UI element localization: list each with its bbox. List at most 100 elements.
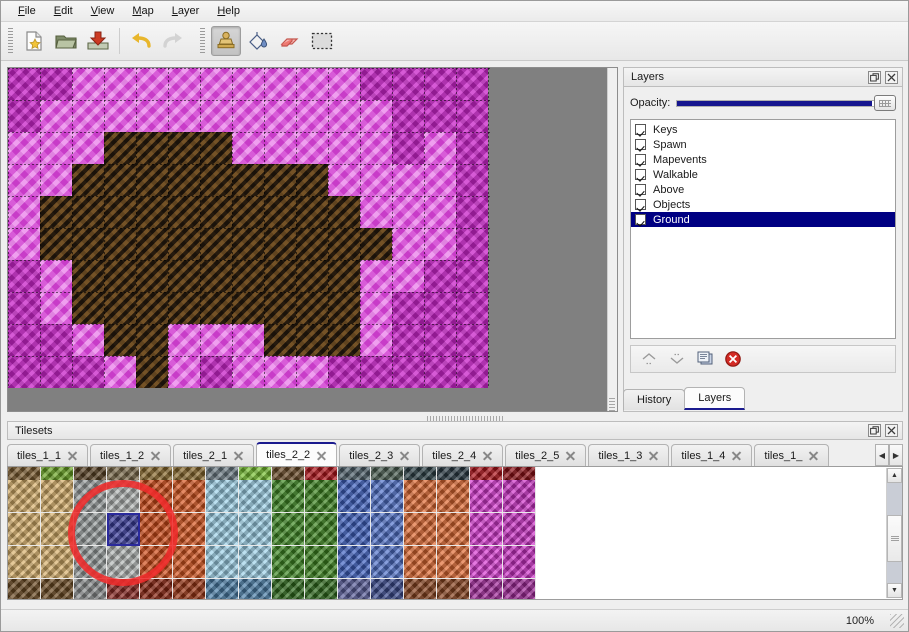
map-tile[interactable]	[8, 324, 40, 356]
map-tile[interactable]	[104, 292, 136, 324]
layer-list-item[interactable]: Walkable	[631, 167, 895, 182]
float-icon[interactable]	[868, 424, 881, 437]
map-tile[interactable]	[8, 164, 40, 196]
map-tile[interactable]	[200, 260, 232, 292]
tileset-tile[interactable]	[74, 467, 107, 481]
tileset-tile[interactable]	[272, 546, 305, 579]
layer-visibility-checkbox[interactable]	[635, 124, 646, 135]
map-tile[interactable]	[40, 356, 72, 388]
map-tile[interactable]	[40, 132, 72, 164]
map-tile[interactable]	[360, 228, 392, 260]
map-tile[interactable]	[72, 324, 104, 356]
tileset-tab[interactable]: tiles_2_3	[339, 444, 421, 466]
tileset-tile[interactable]	[503, 480, 536, 513]
map-tile[interactable]	[40, 68, 72, 100]
map-tile[interactable]	[424, 324, 456, 356]
map-tile[interactable]	[104, 228, 136, 260]
tileset-tab[interactable]: tiles_2_4	[422, 444, 504, 466]
map-tile[interactable]	[200, 196, 232, 228]
tileset-tile[interactable]	[8, 467, 41, 481]
map-tile[interactable]	[424, 356, 456, 388]
map-tile[interactable]	[456, 356, 488, 388]
close-icon[interactable]	[482, 450, 493, 461]
map-tile[interactable]	[232, 100, 264, 132]
map-tile[interactable]	[72, 292, 104, 324]
map-tile[interactable]	[360, 132, 392, 164]
map-tile[interactable]	[200, 356, 232, 388]
close-icon[interactable]	[233, 450, 244, 461]
map-tile[interactable]	[328, 196, 360, 228]
map-tile[interactable]	[456, 228, 488, 260]
map-tile[interactable]	[136, 260, 168, 292]
map-tile[interactable]	[296, 68, 328, 100]
close-icon[interactable]	[565, 450, 576, 461]
map-tile[interactable]	[264, 132, 296, 164]
tileset-tile[interactable]	[206, 467, 239, 481]
map-tile[interactable]	[72, 68, 104, 100]
resize-grip[interactable]	[890, 613, 904, 628]
tileset-tile[interactable]	[140, 467, 173, 481]
map-tile[interactable]	[168, 164, 200, 196]
tileset-tile[interactable]	[41, 513, 74, 546]
map-tile[interactable]	[232, 164, 264, 196]
tileset-tile[interactable]	[272, 467, 305, 481]
map-tile[interactable]	[328, 100, 360, 132]
map-tile[interactable]	[200, 100, 232, 132]
tileset-tile[interactable]	[74, 579, 107, 599]
close-icon[interactable]	[808, 450, 819, 461]
map-tile[interactable]	[264, 324, 296, 356]
tileset-tab[interactable]: tiles_2_5	[505, 444, 587, 466]
map-tile[interactable]	[360, 292, 392, 324]
map-tile[interactable]	[296, 100, 328, 132]
map-tile[interactable]	[360, 164, 392, 196]
map-tile[interactable]	[40, 324, 72, 356]
tileset-tile[interactable]	[74, 513, 107, 546]
tileset-tile[interactable]	[437, 480, 470, 513]
tileset-tab[interactable]: tiles_2_2	[256, 442, 338, 466]
layer-list-item[interactable]: Keys	[631, 122, 895, 137]
map-tile[interactable]	[456, 260, 488, 292]
map-tile[interactable]	[456, 292, 488, 324]
opacity-slider-thumb[interactable]	[874, 95, 896, 111]
map-tile[interactable]	[168, 356, 200, 388]
tileset-scroll-up-button[interactable]: ▲	[887, 468, 902, 483]
map-tile[interactable]	[72, 196, 104, 228]
tab-scroll-left-button[interactable]: ◀	[875, 444, 889, 466]
map-tile[interactable]	[232, 228, 264, 260]
map-tile[interactable]	[392, 132, 424, 164]
tileset-tile[interactable]	[338, 467, 371, 481]
map-tile[interactable]	[328, 68, 360, 100]
map-tile[interactable]	[232, 292, 264, 324]
map-tile[interactable]	[200, 164, 232, 196]
map-tile[interactable]	[72, 260, 104, 292]
menu-item-file[interactable]: File	[18, 5, 36, 17]
close-icon[interactable]	[731, 450, 742, 461]
map-tile[interactable]	[360, 100, 392, 132]
lower-layer-button[interactable]	[665, 348, 689, 370]
map-tile[interactable]	[8, 228, 40, 260]
opacity-slider[interactable]	[676, 95, 896, 111]
map-tile[interactable]	[200, 292, 232, 324]
tileset-tile[interactable]	[8, 480, 41, 513]
map-canvas-viewport[interactable]	[7, 67, 618, 412]
map-tile[interactable]	[40, 260, 72, 292]
map-tile[interactable]	[328, 356, 360, 388]
map-tile[interactable]	[104, 196, 136, 228]
tileset-tile[interactable]	[404, 513, 437, 546]
map-tile[interactable]	[136, 100, 168, 132]
tileset-tile[interactable]	[8, 579, 41, 599]
tileset-tile[interactable]	[173, 467, 206, 481]
map-tile[interactable]	[296, 292, 328, 324]
map-tile[interactable]	[168, 228, 200, 260]
map-tile[interactable]	[264, 356, 296, 388]
tileset-tile[interactable]	[437, 579, 470, 599]
tileset-tile[interactable]	[305, 513, 338, 546]
tileset-tile[interactable]	[338, 480, 371, 513]
map-tile[interactable]	[360, 68, 392, 100]
map-tile[interactable]	[136, 68, 168, 100]
map-tile[interactable]	[40, 164, 72, 196]
tileset-tile[interactable]	[338, 513, 371, 546]
map-tile[interactable]	[264, 100, 296, 132]
tileset-tile[interactable]	[206, 513, 239, 546]
map-tile[interactable]	[296, 356, 328, 388]
